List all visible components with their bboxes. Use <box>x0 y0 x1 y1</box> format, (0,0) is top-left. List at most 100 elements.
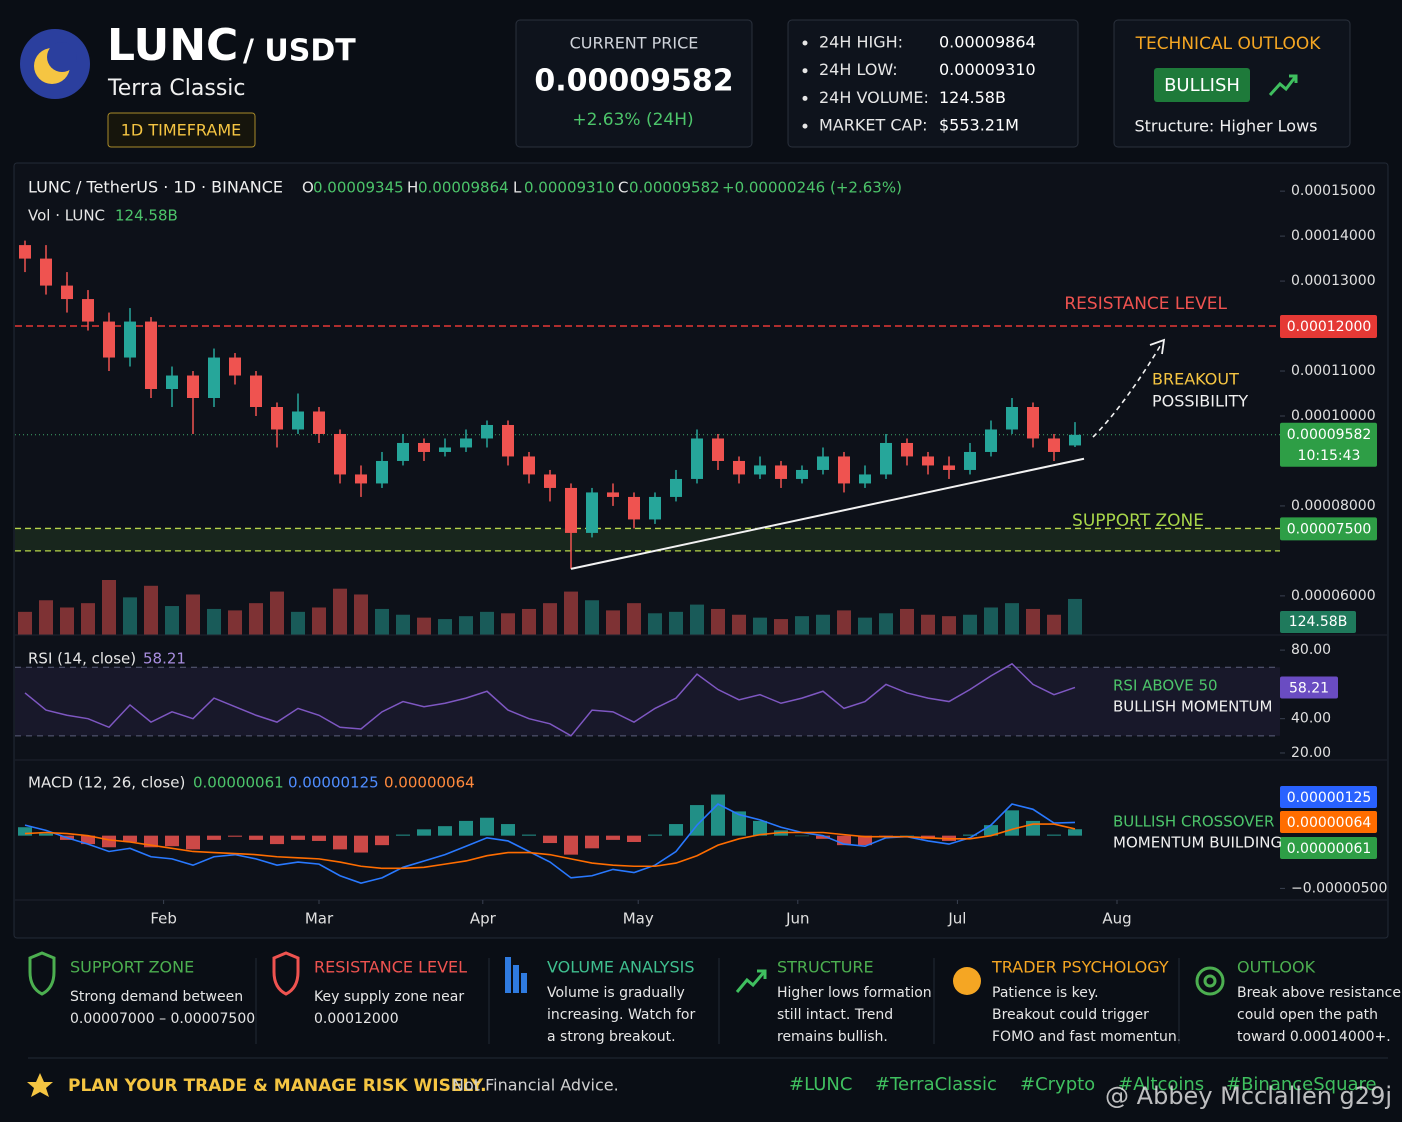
trendline <box>570 457 1085 570</box>
macd-histogram-bar <box>333 835 347 850</box>
outlook-badge <box>1154 68 1250 102</box>
candle-body <box>271 406 283 430</box>
macd-hist-value: 0.00000061 <box>193 774 284 792</box>
macd-title: MACD (12, 26, close) <box>28 774 185 792</box>
candle-body <box>607 492 619 497</box>
chart-title: LUNC / TetherUS · 1D · BINANCE <box>28 178 283 197</box>
candle-body <box>376 460 388 484</box>
rsi-tick-label: 80.00 <box>1291 642 1331 658</box>
ohlc-key: C <box>618 179 628 197</box>
macd-histogram-bar <box>900 835 914 837</box>
ohlc-value: 0.00009864 <box>418 179 509 197</box>
volume-bar <box>459 616 473 635</box>
candle-body <box>586 492 598 533</box>
volume-bar <box>669 611 683 635</box>
macd-histogram-bar <box>963 834 977 836</box>
x-tick-label: Feb <box>150 910 177 928</box>
signal-badge <box>1280 811 1377 833</box>
volume-bar <box>543 603 557 635</box>
card-text: increasing. Watch for <box>547 1007 695 1023</box>
price-change: +2.63% (24H) <box>572 110 693 130</box>
macd-histogram-bar <box>522 834 536 836</box>
card-title: TRADER PSYCHOLOGY <box>991 958 1169 977</box>
volume-bar <box>1068 598 1082 635</box>
macd-histogram-bar <box>543 835 557 844</box>
histogram-badge <box>1280 837 1377 859</box>
macd-tick-label: −0.00000500 <box>1291 880 1387 896</box>
macd-histogram-bar <box>1068 829 1082 836</box>
stat-value: 124.58B <box>939 88 1006 107</box>
volume-bar <box>963 614 977 635</box>
macd-histogram-bar <box>585 835 599 849</box>
rsi-line <box>24 662 1076 737</box>
candle-body <box>880 442 892 475</box>
x-tick-label: Mar <box>305 910 334 928</box>
candle-body <box>124 321 136 358</box>
macd-histogram-bar <box>39 833 53 836</box>
resistance-badge <box>1280 315 1377 339</box>
macd-histogram-bar <box>165 835 179 847</box>
macd-histogram-bar <box>984 825 998 836</box>
bullet <box>802 68 808 74</box>
volume-bar <box>564 591 578 635</box>
candle-body <box>544 474 556 488</box>
candle-body <box>985 429 997 452</box>
card-title: OUTLOOK <box>1237 958 1316 977</box>
volume-badge-text: 124.58B <box>1289 614 1348 630</box>
candle-body <box>208 357 220 399</box>
card-text: Higher lows formation <box>777 985 932 1001</box>
card-icon <box>272 951 300 996</box>
volume-bar <box>417 617 431 635</box>
volume-bar <box>1026 608 1040 635</box>
x-tick-label: Aug <box>1102 910 1131 928</box>
card-text: Break above resistance <box>1237 985 1401 1001</box>
rsi-title: RSI (14, close) <box>28 650 136 668</box>
ohlc-value: 0.00009310 <box>524 179 615 197</box>
candle-body <box>1069 434 1081 446</box>
macd-histogram-bar <box>375 835 389 846</box>
candle-body <box>628 496 640 520</box>
ohlc-key: L <box>513 179 522 197</box>
macd-histogram-bar <box>102 835 116 848</box>
stat-value: $553.21M <box>939 116 1019 135</box>
price-badge-time: 10:15:43 <box>1298 448 1361 464</box>
volume-bar <box>585 600 599 635</box>
rsi-badge-text: 58.21 <box>1289 680 1329 696</box>
price-box <box>515 19 753 148</box>
card-icon <box>505 957 511 993</box>
rsi-note: RSI ABOVE 50 <box>1113 677 1218 695</box>
candle-body <box>775 465 787 479</box>
candle-body <box>334 433 346 475</box>
volume-bar <box>627 603 641 635</box>
volume-bar <box>690 604 704 635</box>
card-title: VOLUME ANALYSIS <box>547 958 695 977</box>
card-icon <box>1203 974 1217 988</box>
volume-bar <box>123 597 137 635</box>
stat-label: 24H HIGH: <box>819 33 903 52</box>
volume-title: Vol · LUNC <box>28 207 105 225</box>
volume-bar <box>186 594 200 635</box>
coin-name: Terra Classic <box>107 76 246 101</box>
candle-body <box>838 456 850 484</box>
volume-bar <box>732 614 746 635</box>
stat-label: MARKET CAP: <box>819 116 927 135</box>
volume-bar <box>228 610 242 635</box>
volume-bar <box>816 614 830 635</box>
volume-bar <box>753 617 767 635</box>
symbol: LUNC <box>107 20 238 71</box>
candle-body <box>397 442 409 461</box>
macd-histogram-bar <box>144 835 158 848</box>
outlook-title: TECHNICAL OUTLOOK <box>1135 34 1322 54</box>
macd-histogram-bar <box>732 811 746 836</box>
volume-bar <box>921 614 935 635</box>
macd-histogram-bar <box>753 820 767 836</box>
macd-histogram-bar <box>438 826 452 836</box>
card-text: Breakout could trigger <box>992 1007 1149 1023</box>
card-text: a strong breakout. <box>547 1029 676 1045</box>
macd-histogram-bar <box>459 820 473 836</box>
x-tick-label: Apr <box>470 910 497 928</box>
macd-histogram-bar <box>186 835 200 850</box>
candle-body <box>82 299 94 322</box>
